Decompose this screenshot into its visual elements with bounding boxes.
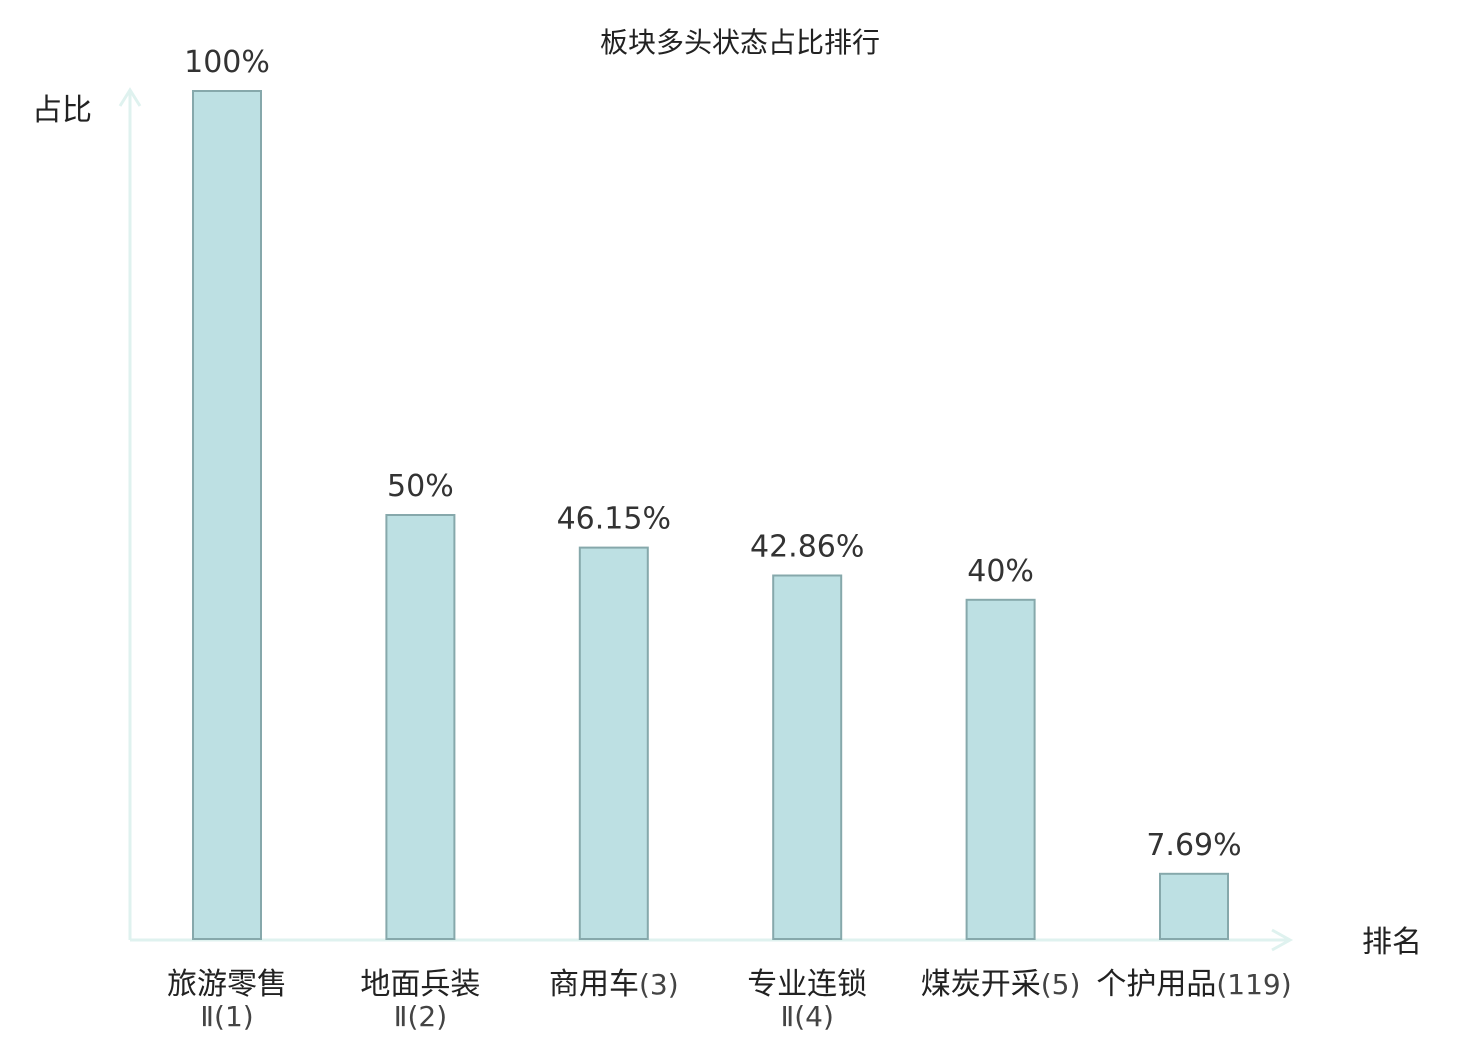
x-tick-name: 煤炭开采 bbox=[921, 967, 1041, 1002]
x-tick-label: 商用车(3) bbox=[549, 967, 679, 1002]
x-tick-name: 专业连锁 bbox=[747, 967, 867, 1002]
x-tick-rank: Ⅱ(4) bbox=[780, 1000, 833, 1033]
x-tick-rank: (3) bbox=[639, 968, 679, 1001]
bar bbox=[578, 546, 649, 940]
data-label: 7.69% bbox=[1146, 828, 1241, 863]
data-label: 46.15% bbox=[557, 502, 671, 537]
x-tick-name: 商用车 bbox=[549, 967, 639, 1002]
x-tick-rank: Ⅱ(2) bbox=[394, 1000, 447, 1033]
x-tick-label: 煤炭开采(5) bbox=[921, 967, 1081, 1002]
x-tick-label: 个护用品(119) bbox=[1096, 967, 1291, 1002]
data-label: 42.86% bbox=[750, 530, 864, 565]
x-tick-name: 个护用品 bbox=[1096, 967, 1216, 1002]
x-tick-name: 旅游零售 bbox=[167, 967, 287, 1002]
chart-title: 板块多头状态占比排行 bbox=[600, 26, 880, 59]
y-axis-arrow bbox=[118, 87, 142, 107]
y-axis-label: 占比 bbox=[32, 93, 92, 128]
bar bbox=[965, 598, 1036, 940]
x-tick-rank: (5) bbox=[1041, 968, 1081, 1001]
x-tick-rank: (119) bbox=[1216, 968, 1291, 1001]
bar bbox=[385, 514, 456, 940]
bar bbox=[192, 90, 262, 940]
x-tick-rank: Ⅱ(1) bbox=[200, 1000, 253, 1033]
x-axis-label: 排名 bbox=[1362, 925, 1422, 960]
data-label: 100% bbox=[184, 45, 270, 80]
bar bbox=[1159, 872, 1229, 940]
x-axis-arrow bbox=[1271, 928, 1294, 952]
data-label: 40% bbox=[967, 554, 1034, 589]
data-label: 50% bbox=[387, 469, 454, 504]
x-tick-name: 地面兵装 bbox=[360, 967, 480, 1002]
bar bbox=[772, 574, 843, 940]
bars-group bbox=[192, 90, 1229, 940]
